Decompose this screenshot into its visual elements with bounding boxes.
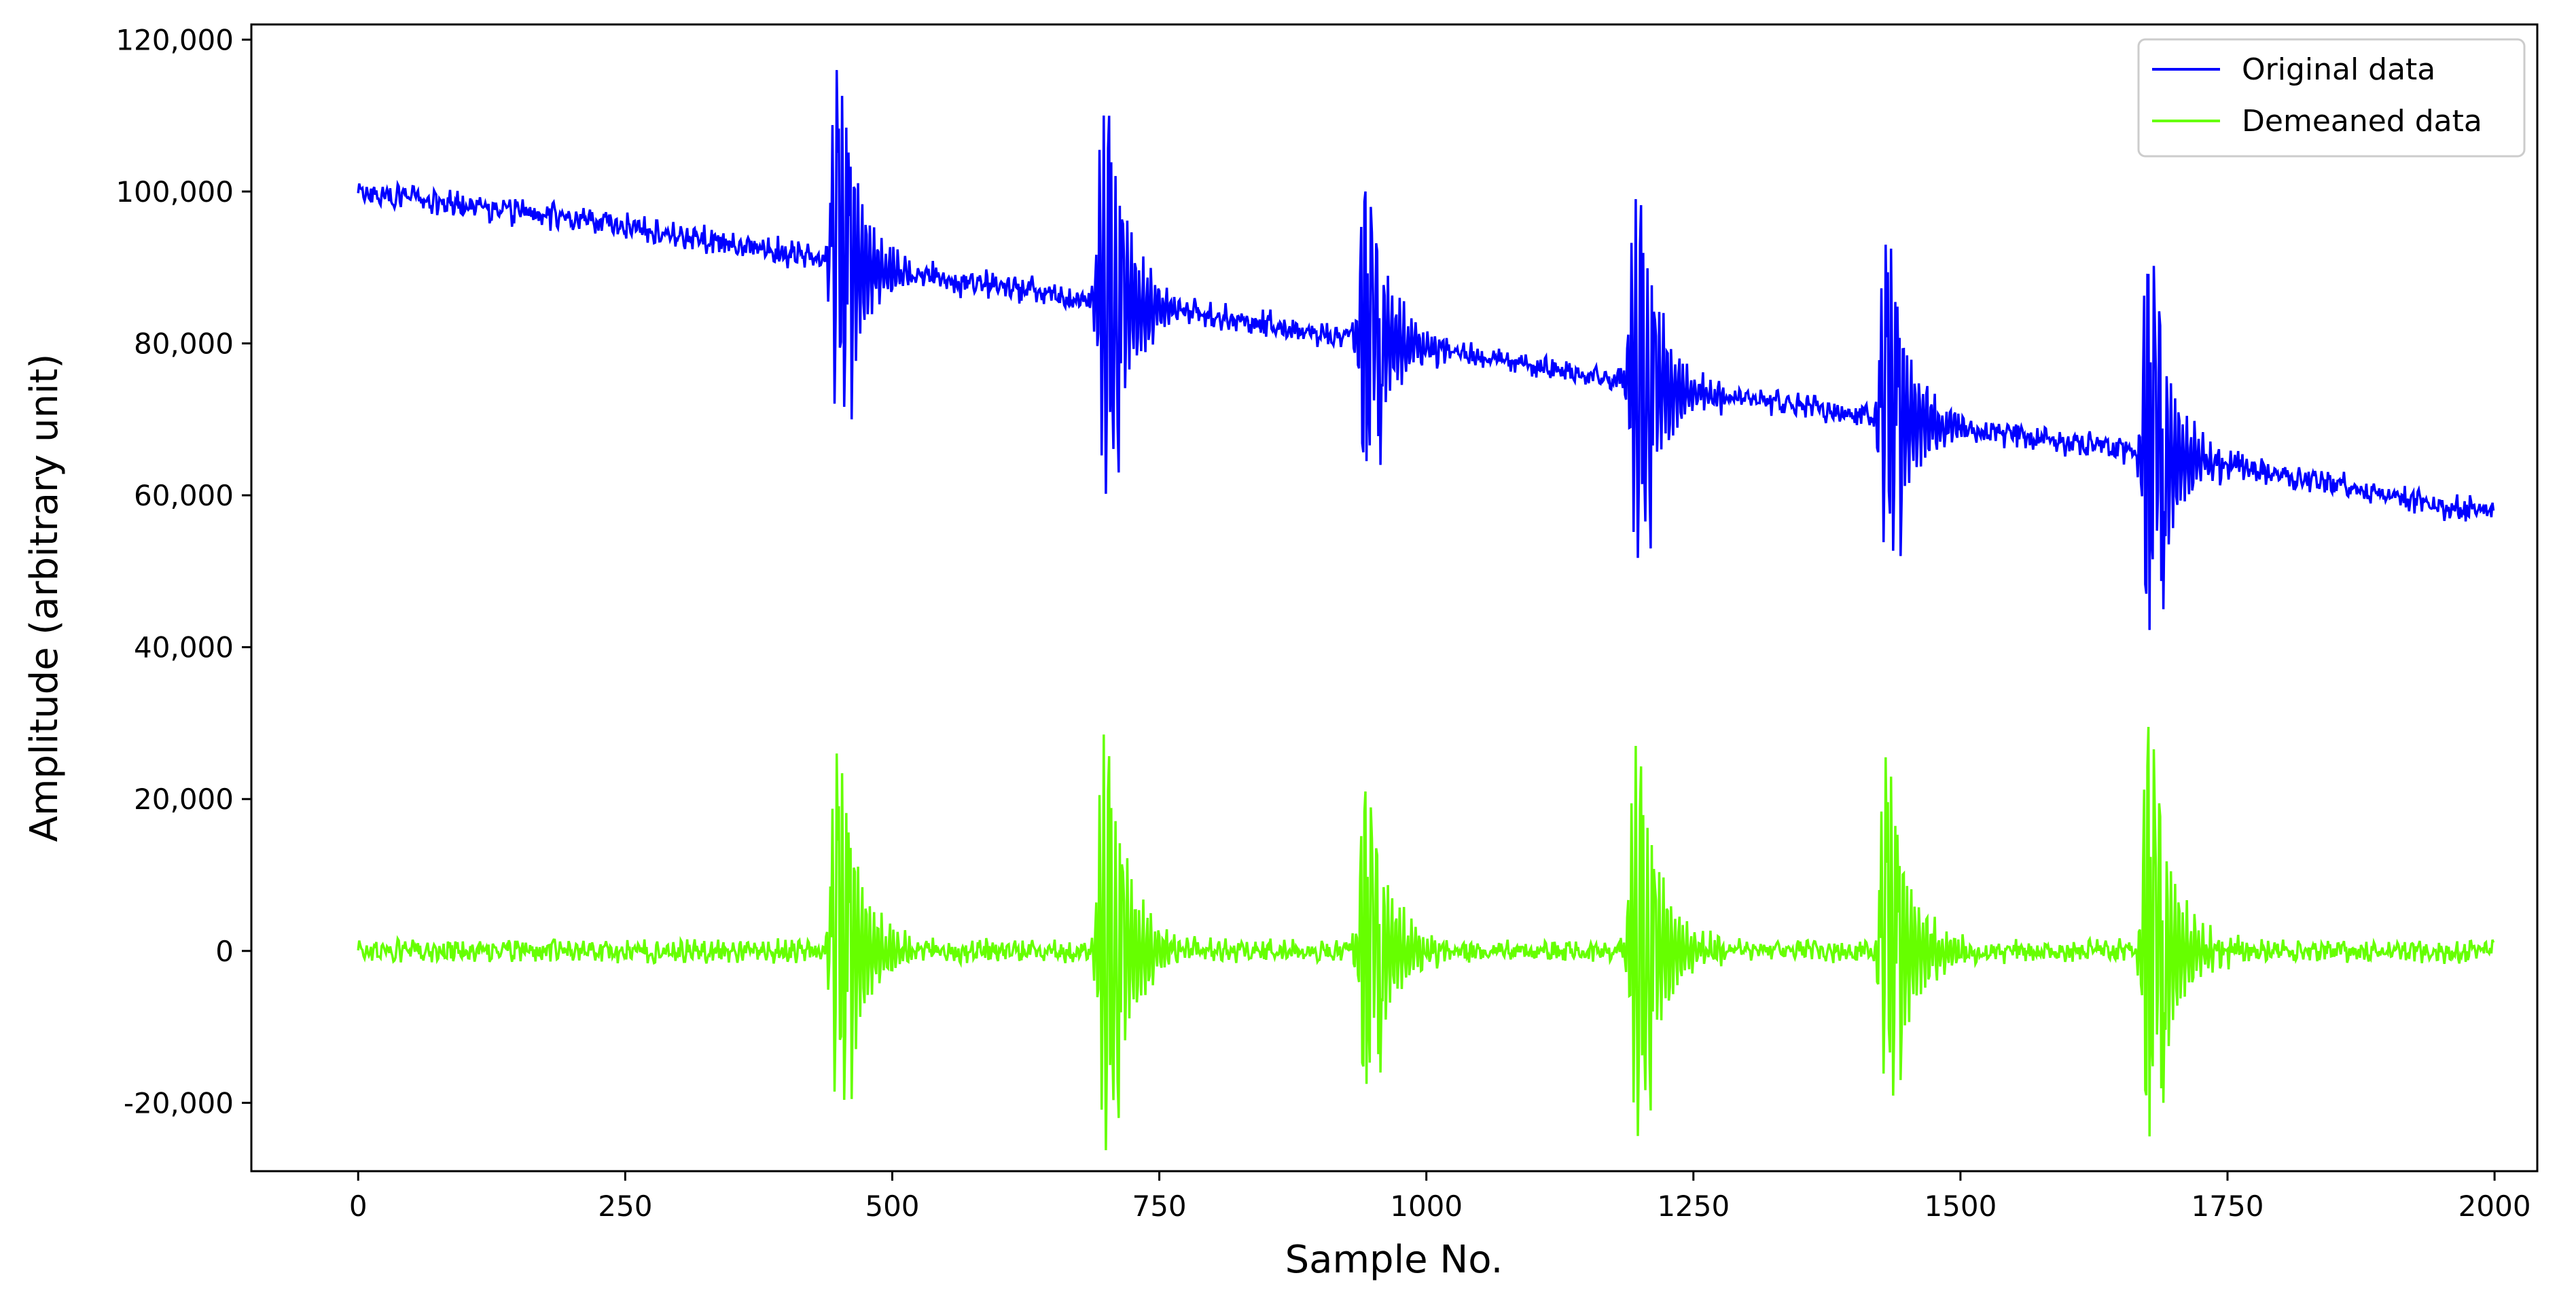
y-tick-label: 40,000: [134, 631, 234, 664]
plot-frame: [250, 23, 2539, 1173]
series-line-demeaned-data: [357, 726, 2495, 1151]
y-tick-label: 60,000: [134, 479, 234, 512]
x-tick-label: 2000: [2458, 1190, 2531, 1223]
series-line-original-data: [357, 70, 2495, 630]
x-axis: 0 250 500 750 1000 1250 1500 1750 2000: [349, 1171, 2531, 1223]
legend: Original data Demeaned data: [2137, 38, 2526, 158]
x-tick-label: 1250: [1657, 1190, 1730, 1223]
x-tick-label: 1500: [1924, 1190, 1997, 1223]
x-tick-label: 1750: [2192, 1190, 2264, 1223]
legend-label: Demeaned data: [2242, 104, 2482, 139]
y-tick-label: 100,000: [115, 175, 234, 209]
x-axis-title: Sample No.: [1285, 1238, 1503, 1282]
series-layer: [357, 70, 2495, 1151]
y-tick-label: -20,000: [124, 1086, 234, 1120]
x-tick-label: 1000: [1390, 1190, 1463, 1223]
x-tick-label: 250: [598, 1190, 652, 1223]
y-axis: -20,000 0 20,000 40,000 60,000 80,000 100,000 1…: [115, 23, 251, 1120]
x-tick-label: 500: [865, 1190, 919, 1223]
x-tick-label: 0: [349, 1190, 368, 1223]
y-tick-label: 0: [215, 935, 234, 968]
legend-box: [2137, 38, 2526, 158]
y-axis-title: Amplitude (arbitrary unit): [22, 354, 67, 842]
legend-label: Original data: [2242, 52, 2435, 87]
y-tick-label: 120,000: [115, 23, 234, 56]
x-tick-label: 750: [1132, 1190, 1186, 1223]
y-tick-label: 20,000: [134, 783, 234, 816]
y-tick-label: 80,000: [134, 327, 234, 361]
